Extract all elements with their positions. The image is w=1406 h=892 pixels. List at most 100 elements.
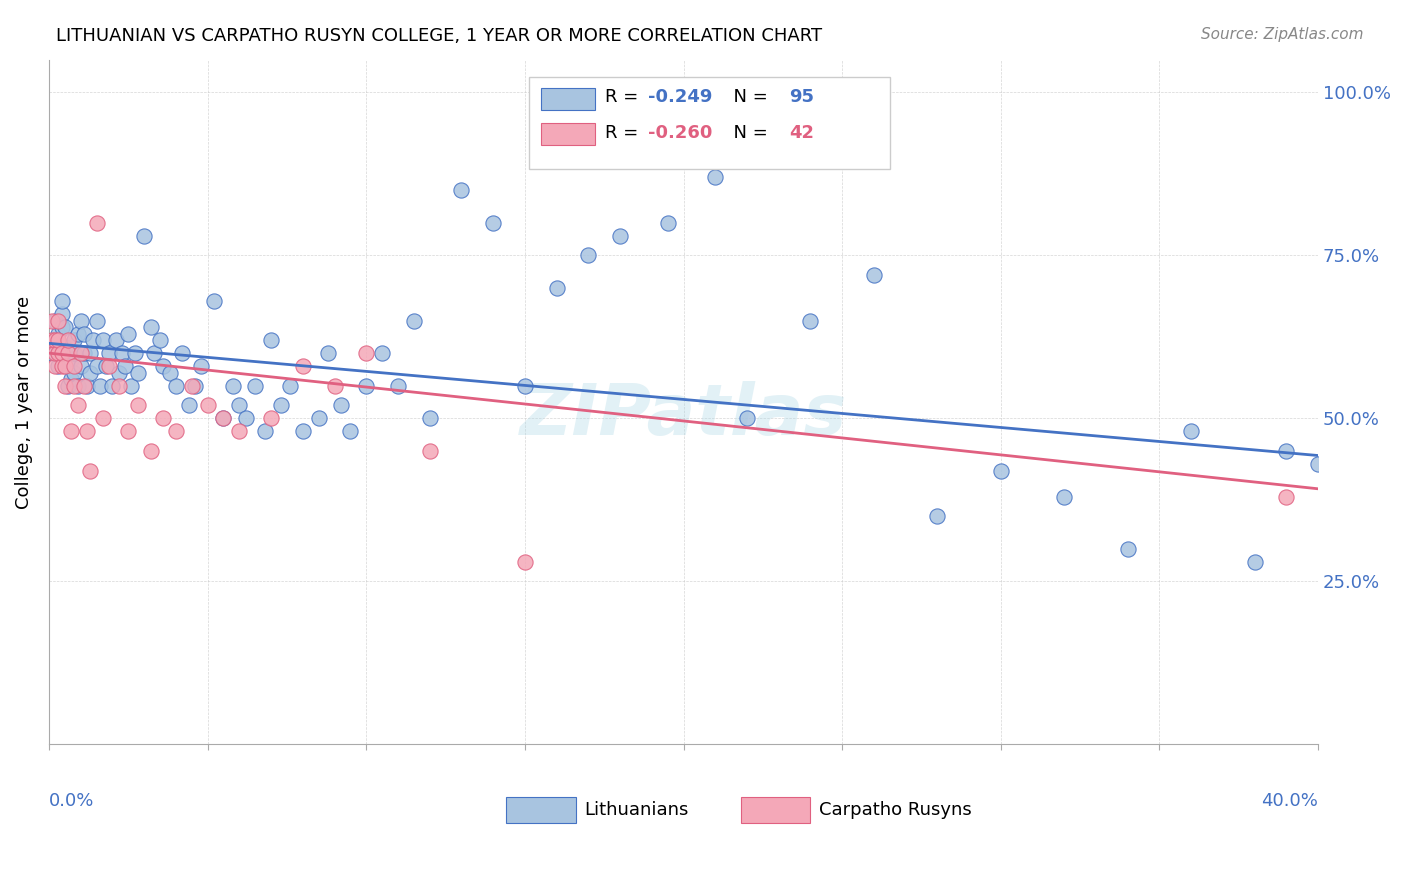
Point xyxy=(356,378,378,392)
Point xyxy=(927,509,949,524)
Point xyxy=(184,378,207,392)
Point xyxy=(197,398,219,412)
Point xyxy=(66,378,89,392)
Point xyxy=(329,398,352,412)
Point xyxy=(53,378,76,392)
Text: -0.249: -0.249 xyxy=(648,88,713,106)
Point xyxy=(124,346,146,360)
Point xyxy=(53,320,76,334)
Point xyxy=(609,228,631,243)
Point xyxy=(63,333,86,347)
Point xyxy=(63,366,86,380)
Point xyxy=(1275,444,1298,458)
Point xyxy=(69,313,91,327)
Point xyxy=(53,346,76,360)
Point xyxy=(86,216,108,230)
Point xyxy=(86,359,108,374)
Point xyxy=(139,320,162,334)
Point xyxy=(212,411,235,425)
FancyBboxPatch shape xyxy=(741,797,810,823)
Point xyxy=(44,333,66,347)
Point xyxy=(107,378,129,392)
Point xyxy=(482,216,505,230)
Point xyxy=(79,464,101,478)
Point xyxy=(513,378,536,392)
Point xyxy=(69,346,91,360)
Point xyxy=(260,333,283,347)
Point xyxy=(180,378,202,392)
Point xyxy=(44,313,66,327)
Point xyxy=(48,313,70,327)
Point xyxy=(863,268,886,282)
Point xyxy=(60,352,83,367)
Point xyxy=(228,398,250,412)
Point xyxy=(1053,490,1076,504)
Text: ZIPatlas: ZIPatlas xyxy=(520,381,848,450)
Point xyxy=(51,359,73,374)
Point xyxy=(48,326,70,341)
Point xyxy=(117,425,139,439)
Point xyxy=(177,398,200,412)
Point xyxy=(69,359,91,374)
Point xyxy=(63,346,86,360)
Point xyxy=(228,425,250,439)
Point xyxy=(82,333,104,347)
Point xyxy=(79,366,101,380)
Point xyxy=(291,425,314,439)
Point xyxy=(165,378,187,392)
Point xyxy=(1308,457,1330,471)
Point xyxy=(419,444,441,458)
Point xyxy=(48,346,70,360)
Point xyxy=(212,411,235,425)
Text: 95: 95 xyxy=(789,88,814,106)
Point xyxy=(86,313,108,327)
Point xyxy=(735,411,758,425)
Text: 0.0%: 0.0% xyxy=(49,792,94,811)
Point xyxy=(172,346,194,360)
Text: Lithuanians: Lithuanians xyxy=(585,800,689,819)
Point xyxy=(990,464,1012,478)
Point xyxy=(165,425,187,439)
Point xyxy=(134,228,156,243)
Point xyxy=(339,425,361,439)
Point xyxy=(202,293,225,308)
Point xyxy=(576,248,599,262)
Point xyxy=(117,326,139,341)
Point xyxy=(41,313,63,327)
Point xyxy=(44,359,66,374)
Point xyxy=(402,313,425,327)
Point xyxy=(704,169,727,184)
Point xyxy=(657,216,679,230)
Text: -0.260: -0.260 xyxy=(648,124,713,142)
Point xyxy=(111,346,134,360)
Point xyxy=(101,378,124,392)
Point xyxy=(253,425,276,439)
FancyBboxPatch shape xyxy=(506,797,575,823)
Point xyxy=(270,398,292,412)
Point xyxy=(53,340,76,354)
Point xyxy=(1116,541,1139,556)
Point xyxy=(89,378,111,392)
Point xyxy=(152,411,174,425)
Point xyxy=(60,372,83,386)
Point xyxy=(98,346,121,360)
Point xyxy=(73,378,96,392)
Point xyxy=(371,346,394,360)
Point xyxy=(546,281,568,295)
FancyBboxPatch shape xyxy=(529,77,890,169)
Point xyxy=(222,378,245,392)
Point xyxy=(51,346,73,360)
Point xyxy=(63,378,86,392)
Point xyxy=(127,398,149,412)
Point xyxy=(450,183,472,197)
Point xyxy=(1243,555,1265,569)
Point xyxy=(76,378,98,392)
Point xyxy=(76,425,98,439)
Point xyxy=(316,346,339,360)
Point xyxy=(79,346,101,360)
Point xyxy=(152,359,174,374)
Point xyxy=(260,411,283,425)
FancyBboxPatch shape xyxy=(541,87,595,110)
Point xyxy=(149,333,172,347)
Point xyxy=(44,346,66,360)
